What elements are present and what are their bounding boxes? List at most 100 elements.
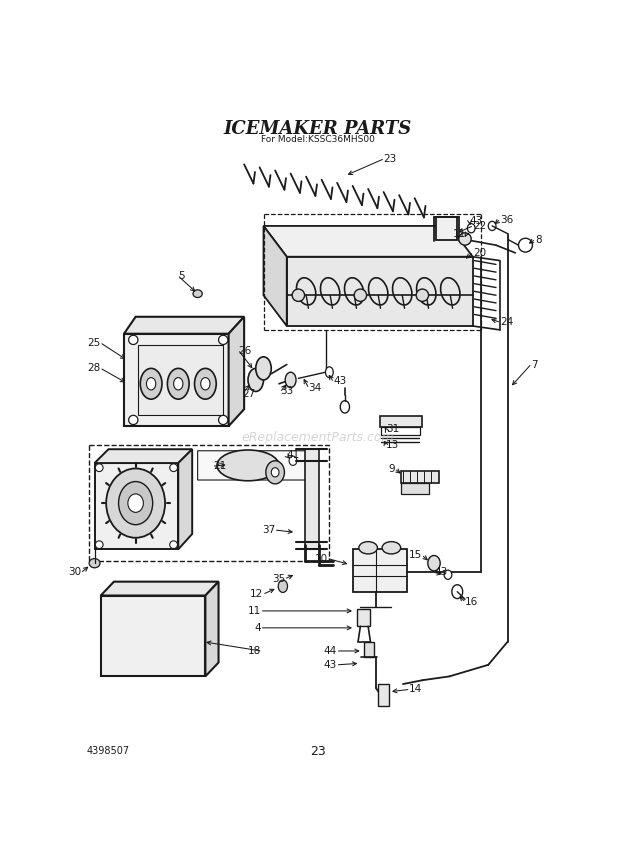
Text: 21: 21 [213, 461, 226, 471]
Bar [365, 642, 373, 657]
Polygon shape [179, 449, 192, 550]
Ellipse shape [289, 456, 297, 466]
Ellipse shape [174, 377, 183, 390]
Ellipse shape [255, 357, 272, 380]
Text: 16: 16 [465, 597, 478, 607]
Ellipse shape [326, 367, 334, 377]
Ellipse shape [195, 368, 216, 399]
Text: 36: 36 [500, 215, 513, 225]
Text: 33: 33 [280, 386, 294, 396]
Ellipse shape [219, 336, 228, 344]
Text: 43: 43 [334, 377, 347, 386]
Ellipse shape [146, 377, 156, 390]
Ellipse shape [359, 542, 378, 554]
Ellipse shape [129, 336, 138, 344]
Ellipse shape [217, 450, 279, 481]
Polygon shape [94, 449, 192, 463]
Polygon shape [124, 317, 244, 334]
Polygon shape [264, 226, 286, 326]
Polygon shape [286, 257, 472, 326]
Polygon shape [124, 334, 229, 426]
Ellipse shape [129, 415, 138, 425]
Ellipse shape [266, 461, 285, 484]
Text: 43: 43 [434, 568, 447, 578]
Text: 20: 20 [472, 248, 486, 258]
Text: 23: 23 [384, 154, 397, 164]
Bar [402, 471, 439, 483]
Text: ICEMAKER PARTS: ICEMAKER PARTS [224, 120, 412, 138]
Polygon shape [205, 582, 219, 676]
Bar [356, 609, 371, 627]
Ellipse shape [285, 372, 296, 388]
Ellipse shape [170, 464, 177, 472]
Text: 43: 43 [470, 217, 483, 226]
Text: 11: 11 [453, 229, 467, 239]
Ellipse shape [428, 556, 440, 571]
Polygon shape [198, 451, 317, 480]
Text: 24: 24 [500, 318, 513, 327]
Ellipse shape [128, 494, 143, 513]
Ellipse shape [354, 289, 366, 301]
Ellipse shape [459, 233, 471, 245]
Text: 4398507: 4398507 [87, 746, 130, 756]
Polygon shape [435, 217, 458, 240]
Polygon shape [100, 596, 205, 676]
Bar [304, 449, 319, 550]
Text: 26: 26 [239, 346, 252, 355]
Ellipse shape [140, 368, 162, 399]
Ellipse shape [89, 559, 100, 568]
Text: 23: 23 [310, 745, 326, 758]
Text: 12: 12 [250, 589, 264, 599]
Text: 7: 7 [531, 360, 538, 370]
Text: 13: 13 [386, 440, 399, 450]
Ellipse shape [201, 377, 210, 390]
Text: 44: 44 [324, 646, 337, 656]
Ellipse shape [170, 541, 177, 549]
Text: For Model:KSSC36MHS00: For Model:KSSC36MHS00 [261, 135, 374, 144]
Polygon shape [100, 582, 219, 596]
Bar [402, 483, 428, 494]
Ellipse shape [248, 368, 264, 391]
Text: 37: 37 [262, 525, 275, 535]
Bar [379, 416, 422, 427]
Ellipse shape [278, 580, 288, 592]
Ellipse shape [272, 467, 279, 477]
Text: 9: 9 [389, 464, 396, 474]
Ellipse shape [518, 238, 533, 253]
Ellipse shape [95, 541, 103, 549]
Text: 25: 25 [87, 338, 100, 348]
Ellipse shape [167, 368, 189, 399]
Bar [381, 427, 420, 435]
Text: 27: 27 [242, 389, 256, 399]
Bar [138, 345, 223, 414]
Ellipse shape [467, 223, 475, 233]
Text: 15: 15 [409, 550, 422, 561]
Ellipse shape [193, 290, 202, 298]
Text: 31: 31 [386, 425, 399, 434]
Ellipse shape [416, 289, 428, 301]
Text: 41: 41 [286, 450, 300, 461]
Polygon shape [264, 226, 472, 257]
Text: 8: 8 [534, 235, 541, 245]
Ellipse shape [95, 464, 103, 472]
Bar [89, 445, 329, 561]
Text: 5: 5 [179, 271, 185, 281]
Text: 34: 34 [309, 383, 322, 393]
Polygon shape [94, 463, 179, 550]
Text: 43: 43 [324, 660, 337, 670]
Bar [353, 550, 407, 591]
Text: 28: 28 [87, 363, 100, 373]
Ellipse shape [292, 289, 304, 301]
Text: 4: 4 [255, 623, 261, 633]
Text: 14: 14 [409, 685, 422, 694]
Ellipse shape [452, 585, 463, 598]
Bar [378, 684, 389, 705]
Text: 10: 10 [315, 554, 328, 563]
Ellipse shape [489, 222, 496, 230]
Text: eReplacementParts.com: eReplacementParts.com [241, 431, 394, 444]
Text: 18: 18 [248, 646, 261, 656]
Text: 11: 11 [248, 606, 261, 616]
Ellipse shape [444, 570, 452, 580]
Ellipse shape [219, 415, 228, 425]
Polygon shape [229, 317, 244, 426]
